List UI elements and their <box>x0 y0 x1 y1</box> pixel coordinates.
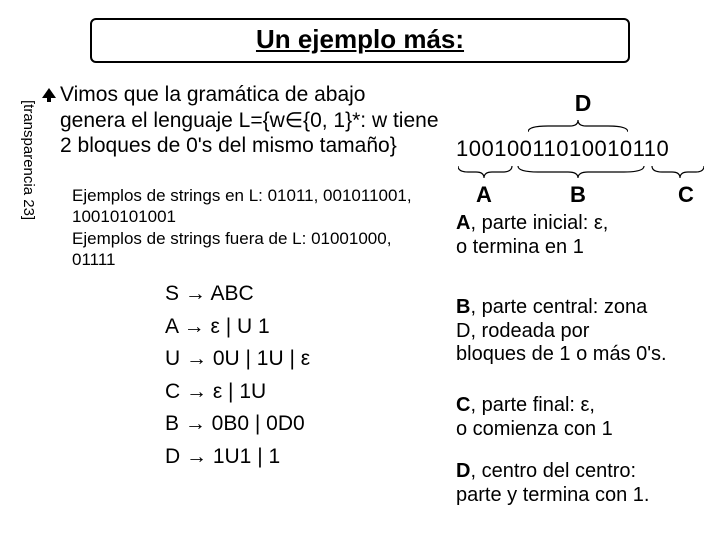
example-line: Ejemplos de strings fuera de L: 01001000… <box>72 228 452 249</box>
d-label-group: D <box>458 90 708 117</box>
exp-b-line: bloques de 1 o más 0's. <box>456 343 667 365</box>
intro-line: genera el lenguaje L={w∈{0, 1}*: w tiene <box>60 108 440 134</box>
explain-d: D, centro del centro: parte y termina co… <box>456 460 706 507</box>
explain-c: C, parte final: ε, o comienza con 1 <box>456 394 706 441</box>
intro-paragraph: Vimos que la gramática de abajo genera e… <box>60 82 440 159</box>
exp-b-head: B <box>456 296 470 318</box>
exp-d-head: D <box>456 460 470 482</box>
exp-d-line: parte y termina con 1. <box>456 484 649 506</box>
grammar-rule: S → ABC <box>165 278 310 311</box>
grammar-rule: D → 1U1 | 1 <box>165 441 310 474</box>
grammar-rules: S → ABC A → ε | U 1 U → 0U | 1U | ε C → … <box>165 278 310 473</box>
example-line: 01111 <box>72 249 452 270</box>
explain-b: B, parte central: zona D, rodeada por bl… <box>456 296 706 367</box>
grammar-rule: C → ε | 1U <box>165 376 310 409</box>
exp-c-line: o comienza con 1 <box>456 418 613 440</box>
intro-line: Vimos que la gramática de abajo <box>60 82 440 108</box>
exp-d-tail: , centro del centro: <box>470 460 636 482</box>
exp-c-head: C <box>456 394 470 416</box>
examples-block: Ejemplos de strings en L: 01011, 0010110… <box>72 185 452 270</box>
grammar-rule: B → 0B0 | 0D0 <box>165 408 310 441</box>
exp-b-line: D, rodeada por <box>456 320 589 342</box>
title-box: Un ejemplo más: <box>90 18 630 63</box>
brace-d-icon <box>528 118 628 136</box>
grammar-rule: A → ε | U 1 <box>165 311 310 344</box>
exp-a-tail: , parte inicial: ε, <box>470 212 608 234</box>
slide-title: Un ejemplo más: <box>256 24 464 54</box>
example-line: 10010101001 <box>72 206 452 227</box>
b-label: B <box>570 182 586 208</box>
d-label: D <box>575 90 592 116</box>
exp-a-line: o termina en 1 <box>456 236 584 258</box>
brace-abc-icon <box>458 164 698 182</box>
c-label: C <box>678 182 694 208</box>
exp-c-tail: , parte final: ε, <box>470 394 595 416</box>
side-reference: [transparencia 23] <box>20 100 37 220</box>
exp-b-tail: , parte central: zona <box>470 296 647 318</box>
exp-a-head: A <box>456 212 470 234</box>
a-label: A <box>476 182 492 208</box>
intro-line: 2 bloques de 0's del mismo tamaño} <box>60 133 440 159</box>
grammar-rule: U → 0U | 1U | ε <box>165 343 310 376</box>
arrow-icon <box>42 88 52 98</box>
example-line: Ejemplos de strings en L: 01011, 0010110… <box>72 185 452 206</box>
explain-a: A, parte inicial: ε, o termina en 1 <box>456 212 706 259</box>
binary-string: 10010011010010110 <box>456 136 669 162</box>
